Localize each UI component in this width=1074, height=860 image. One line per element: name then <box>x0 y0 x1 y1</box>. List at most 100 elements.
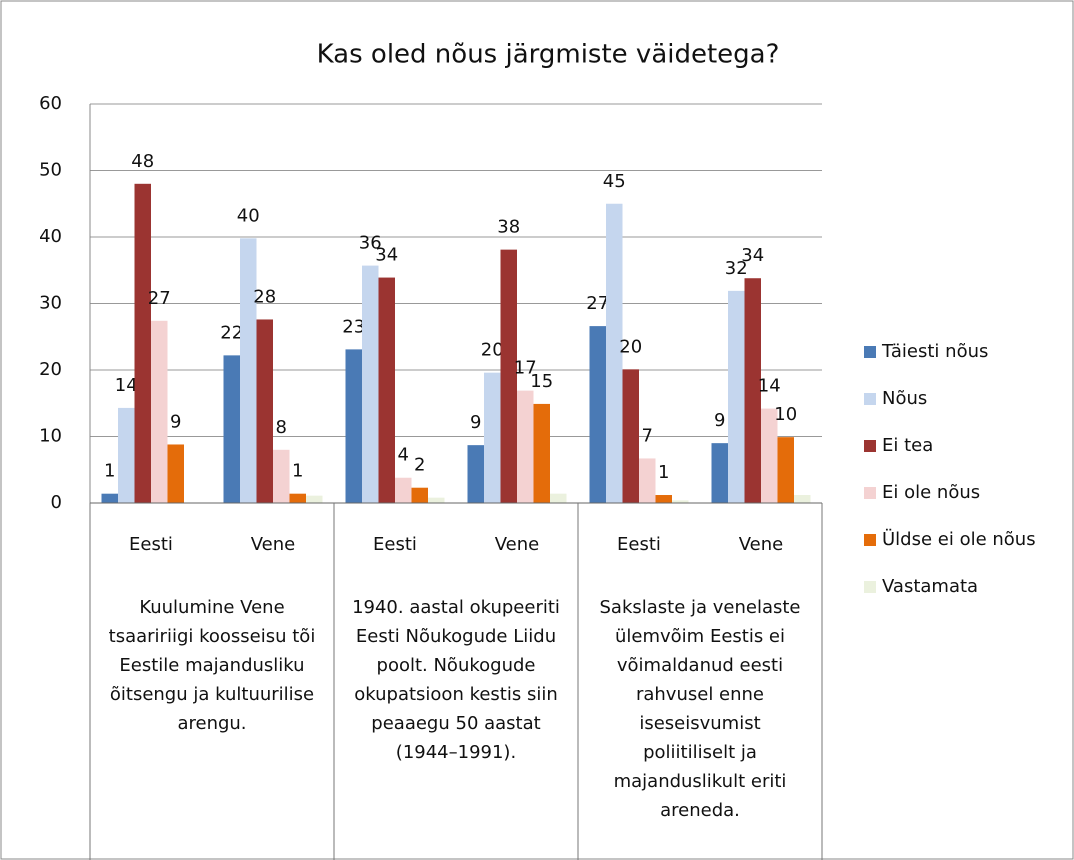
bar <box>500 249 517 503</box>
bar <box>306 495 323 503</box>
data-label: 34 <box>741 245 764 266</box>
data-label: 15 <box>530 371 553 392</box>
bar <box>345 349 362 503</box>
data-label: 8 <box>276 417 287 438</box>
group-label: arengu. <box>177 713 246 734</box>
bar <box>639 458 656 503</box>
data-label: 1 <box>104 461 115 482</box>
bar <box>761 408 778 503</box>
bar <box>134 183 151 504</box>
group-label: Eesti Nõukogude Liidu <box>356 626 556 647</box>
data-label: 38 <box>497 217 520 238</box>
group-label: majanduslikult eriti <box>614 771 787 792</box>
group-label: õitsengu ja kultuurilise <box>110 684 314 705</box>
y-tick-label: 30 <box>39 293 62 314</box>
group-label: võimaldanud eesti <box>617 655 783 676</box>
bar <box>728 290 745 503</box>
legend-swatch <box>864 393 876 405</box>
data-label: 22 <box>220 322 243 343</box>
bar <box>589 326 606 503</box>
data-label: 27 <box>586 293 609 314</box>
x-tick-label: Eesti <box>129 534 173 555</box>
data-label: 23 <box>342 316 365 337</box>
group-label: tsaaririigi koosseisu tõi <box>109 626 316 647</box>
group-label: peaaegu 50 aastat <box>371 713 540 734</box>
data-label: 36 <box>359 233 382 254</box>
group-label: (1944–1991). <box>396 742 516 763</box>
data-label: 27 <box>148 288 171 309</box>
y-tick-label: 60 <box>39 93 62 114</box>
legend-label: Üldse ei ole nõus <box>882 528 1036 550</box>
data-label: 17 <box>514 358 537 379</box>
bar <box>467 445 484 503</box>
data-label: 32 <box>725 258 748 279</box>
bar <box>289 493 306 503</box>
legend-label: Ei ole nõus <box>882 482 980 503</box>
bar <box>606 203 623 503</box>
data-label: 2 <box>414 455 425 476</box>
x-tick-label: Vene <box>251 534 295 555</box>
group-label: iseseisvumist <box>639 713 760 734</box>
y-tick-label: 10 <box>39 426 62 447</box>
group-label: Sakslaste ja venelaste <box>599 597 800 618</box>
bar <box>517 390 534 503</box>
bar <box>118 407 135 503</box>
bar <box>395 477 412 503</box>
group-label: ülemvõim Eestis ei <box>615 626 785 647</box>
legend-swatch <box>864 440 876 452</box>
data-label: 14 <box>115 375 138 396</box>
bar <box>550 493 567 503</box>
data-label: 40 <box>237 205 260 226</box>
chart-title: Kas oled nõus järgmiste väidetega? <box>317 40 780 70</box>
data-label: 4 <box>398 445 409 466</box>
x-tick-label: Eesti <box>373 534 417 555</box>
legend-swatch <box>864 487 876 499</box>
data-label: 14 <box>758 376 781 397</box>
group-label: poliitiliselt ja <box>643 742 757 763</box>
legend-swatch <box>864 581 876 593</box>
group-label: rahvusel enne <box>636 684 764 705</box>
bar <box>240 238 257 503</box>
bar <box>223 355 240 503</box>
group-label: Kuulumine Vene <box>139 597 284 618</box>
y-tick-label: 50 <box>39 160 62 181</box>
legend-swatch <box>864 346 876 358</box>
data-label: 9 <box>170 411 181 432</box>
x-tick-label: Vene <box>739 534 783 555</box>
bar <box>411 487 428 503</box>
bar <box>794 495 811 503</box>
data-label: 28 <box>253 286 276 307</box>
data-label: 34 <box>375 245 398 266</box>
bar <box>167 444 184 503</box>
data-label: 20 <box>619 336 642 357</box>
bar <box>101 493 118 503</box>
bar <box>151 320 168 503</box>
legend-label: Ei tea <box>882 435 933 456</box>
bar <box>256 319 273 503</box>
bar <box>622 369 639 503</box>
legend-label: Nõus <box>882 388 927 409</box>
x-tick-label: Eesti <box>617 534 661 555</box>
bar <box>273 449 290 503</box>
y-tick-label: 20 <box>39 359 62 380</box>
group-label: areneda. <box>660 800 740 821</box>
bar <box>655 495 672 503</box>
legend-label: Täiesti nõus <box>881 341 988 362</box>
legend-swatch <box>864 534 876 546</box>
legend-label: Vastamata <box>882 576 978 597</box>
data-label: 20 <box>481 340 504 361</box>
group-label: poolt. Nõukogude <box>377 655 536 676</box>
bar <box>378 277 395 503</box>
data-label: 1 <box>292 461 303 482</box>
bar <box>672 500 689 503</box>
group-label: 1940. aastal okupeeriti <box>352 597 560 618</box>
data-label: 9 <box>470 412 481 433</box>
x-tick-label: Vene <box>495 534 539 555</box>
bar <box>777 437 794 503</box>
data-label: 45 <box>603 171 626 192</box>
bar <box>484 372 501 503</box>
data-label: 10 <box>774 404 797 425</box>
bar <box>362 265 379 503</box>
data-label: 9 <box>714 410 725 431</box>
